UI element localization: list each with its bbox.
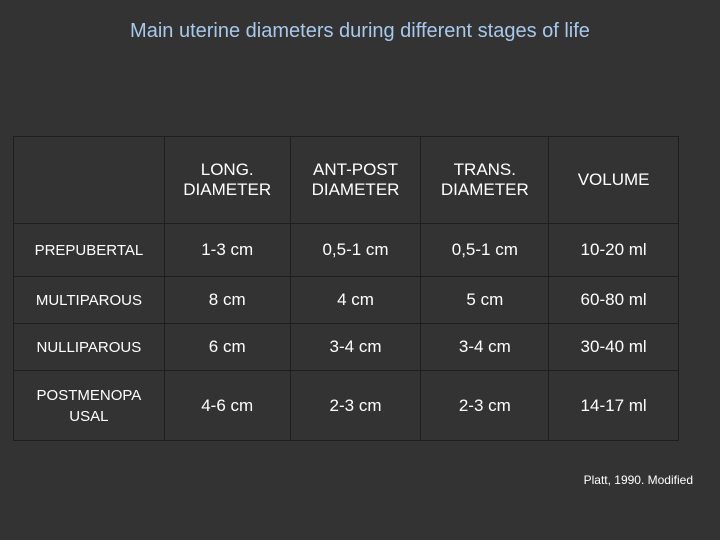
table-cell: 1-3 cm <box>163 223 291 277</box>
table-cell: 6 cm <box>163 323 291 371</box>
header-line: ANT-POST <box>313 160 399 179</box>
row-label: NULLIPAROUS <box>13 323 165 371</box>
row-label: POSTMENOPA USAL <box>13 370 165 441</box>
table-cell: 4 cm <box>289 276 422 324</box>
slide-title: Main uterine diameters during different … <box>130 20 590 42</box>
source-citation: Platt, 1990. Modified <box>583 473 693 487</box>
table-cell: 3-4 cm <box>289 323 422 371</box>
table-cell: 60-80 ml <box>548 276 679 324</box>
header-line: TRANS. <box>453 160 516 179</box>
table-cell: 4-6 cm <box>163 370 291 441</box>
table-cell: 30-40 ml <box>548 323 679 371</box>
table-cell: 10-20 ml <box>548 223 679 277</box>
row-label-line: POSTMENOPA <box>36 386 142 404</box>
table-cell: 3-4 cm <box>420 323 550 371</box>
table-cell: 0,5-1 cm <box>289 223 422 277</box>
header-line: LONG. <box>200 160 254 179</box>
table-row: NULLIPAROUS 6 cm 3-4 cm 3-4 cm 30-40 ml <box>13 323 679 371</box>
table-cell: 8 cm <box>163 276 291 324</box>
table-cell: 2-3 cm <box>420 370 550 441</box>
uterine-diameters-table: LONG. DIAMETER ANT-POST DIAMETER TRANS. … <box>13 136 679 441</box>
table-row: PREPUBERTAL 1-3 cm 0,5-1 cm 0,5-1 cm 10-… <box>13 223 679 277</box>
column-header-trans-diameter: TRANS. DIAMETER <box>420 136 550 224</box>
header-line: VOLUME <box>577 170 650 189</box>
table-row: MULTIPAROUS 8 cm 4 cm 5 cm 60-80 ml <box>13 276 679 324</box>
table-row: POSTMENOPA USAL 4-6 cm 2-3 cm 2-3 cm 14-… <box>13 370 679 441</box>
table-cell: 2-3 cm <box>289 370 422 441</box>
header-line: DIAMETER <box>440 180 529 199</box>
column-header-long-diameter: LONG. DIAMETER <box>163 136 291 224</box>
column-header-ant-post-diameter: ANT-POST DIAMETER <box>289 136 422 224</box>
table-cell: 5 cm <box>420 276 550 324</box>
table-cell: 0,5-1 cm <box>420 223 550 277</box>
table-header-row: LONG. DIAMETER ANT-POST DIAMETER TRANS. … <box>13 136 679 224</box>
header-line: DIAMETER <box>311 180 400 199</box>
row-label: PREPUBERTAL <box>13 223 165 277</box>
header-corner-cell <box>13 136 165 224</box>
header-line: DIAMETER <box>183 180 272 199</box>
row-label-line: USAL <box>69 407 109 425</box>
row-label: MULTIPAROUS <box>13 276 165 324</box>
table-cell: 14-17 ml <box>548 370 679 441</box>
column-header-volume: VOLUME <box>548 136 679 224</box>
